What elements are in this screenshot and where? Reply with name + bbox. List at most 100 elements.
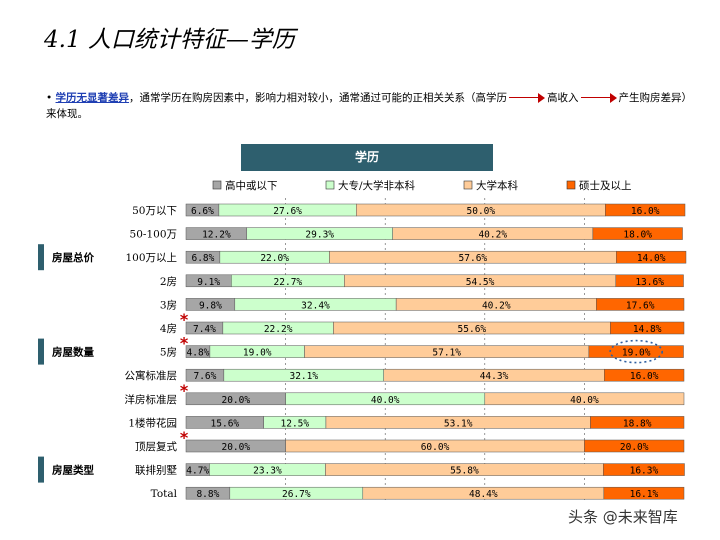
bar-segment (588, 345, 684, 358)
group-marker (38, 338, 44, 365)
data-label: 53.1% (444, 418, 473, 429)
data-label: 17.6% (626, 300, 655, 311)
category-label: Total (151, 488, 178, 500)
bar-segment (603, 463, 685, 476)
data-label: 29.3% (305, 230, 334, 241)
highlight-circle (609, 339, 663, 364)
arrow-right-icon (509, 93, 546, 103)
bar-segment (592, 227, 683, 240)
data-label: 55.8% (450, 466, 479, 477)
category-label: 50万以下 (132, 205, 177, 217)
group-label: 房屋总价 (52, 251, 94, 264)
star-icon: * (180, 428, 189, 447)
bar-segment (605, 203, 686, 217)
arrow-right-icon (580, 93, 617, 103)
legend-swatch (325, 180, 335, 190)
bar-segment (603, 486, 685, 500)
data-label: 26.7% (282, 489, 311, 500)
bar-segment (615, 274, 684, 288)
group-marker (38, 456, 44, 483)
legend-label: 高中或以下 (225, 179, 278, 192)
note-text-3: 产生购房差异）来体现。 (46, 92, 693, 120)
data-label: 22.0% (260, 253, 289, 264)
star-icon: * (180, 310, 189, 329)
category-label: 100万以上 (125, 252, 177, 264)
note-text-1: ，通常学历在购房因素中，影响力相对较小，通常通过可能的正相关关系（高学历 (129, 92, 508, 104)
category-label: 4房 (160, 322, 177, 335)
category-label: 洋房标准层 (125, 393, 178, 406)
data-label: 48.4% (469, 489, 498, 500)
data-label: 54.5% (466, 277, 495, 288)
data-label: 6.6% (191, 206, 214, 217)
page-title: 4.1 人口统计特征—学历 (44, 27, 295, 53)
category-label: 1楼带花园 (128, 416, 177, 429)
category-label: 5房 (160, 346, 177, 359)
bar-segment (610, 321, 685, 335)
data-label: 6.8% (191, 253, 214, 264)
data-label: 4.8% (187, 348, 210, 359)
data-label: 22.7% (274, 277, 303, 288)
data-label: 16.3% (630, 466, 659, 477)
bar-segment (604, 368, 685, 382)
data-label: 57.1% (432, 348, 461, 359)
data-label: 14.8% (633, 324, 662, 335)
star-icon: * (180, 381, 189, 400)
legend-swatch (463, 180, 473, 190)
note-highlight: 学历无显著差异 (55, 92, 130, 104)
data-label: 9.8% (199, 300, 222, 311)
data-label: 22.2% (264, 324, 293, 335)
data-label: 40.2% (478, 230, 507, 241)
data-label: 60.0% (421, 442, 450, 453)
data-label: 15.6% (211, 418, 240, 429)
data-label: 20.0% (221, 395, 250, 406)
data-label: 12.5% (281, 418, 310, 429)
category-label: 2房 (160, 275, 177, 288)
legend-label: 大学本科 (476, 179, 518, 192)
data-label: 55.6% (458, 324, 487, 335)
data-label: 40.0% (570, 395, 599, 406)
data-label: 4.7% (186, 466, 209, 477)
data-label: 50.0% (467, 206, 496, 217)
data-label: 44.3% (480, 371, 509, 382)
data-label: 16.0% (630, 371, 659, 382)
group-marker (38, 244, 44, 271)
group-label: 房屋数量 (52, 346, 94, 359)
bar-segment (484, 392, 685, 406)
bar-segment (590, 416, 685, 429)
note-bullet: • (46, 92, 56, 104)
legend-swatch (212, 180, 222, 190)
bar-segment (584, 439, 685, 453)
data-label: 18.8% (623, 418, 652, 429)
data-label: 16.1% (630, 489, 659, 500)
data-label: 7.6% (193, 371, 216, 382)
category-label: 50-100万 (130, 229, 177, 241)
note-text-2: 高收入 (547, 92, 579, 104)
data-label: 19.0% (243, 348, 272, 359)
data-label: 32.1% (289, 371, 318, 382)
data-label: 8.8% (196, 489, 219, 500)
legend-label: 硕士及以上 (579, 179, 632, 192)
watermark-text: 头条 @未来智库 (568, 508, 678, 526)
bar-segment (616, 250, 687, 264)
legend-label: 大专/大学非本科 (338, 179, 416, 192)
data-label: 13.6% (635, 277, 664, 288)
data-label: 27.6% (273, 206, 302, 217)
data-label: 18.0% (623, 230, 652, 241)
data-label: 23.3% (253, 466, 282, 477)
data-label: 20.0% (620, 442, 649, 453)
data-label: 9.1% (197, 277, 220, 288)
legend-swatch (566, 180, 576, 190)
data-label: 40.2% (482, 300, 511, 311)
data-label: 40.0% (371, 395, 400, 406)
data-label: 20.0% (221, 442, 250, 453)
category-label: 联排别墅 (135, 464, 177, 477)
category-label: 顶层复式 (135, 440, 177, 453)
category-label: 公寓标准层 (125, 369, 178, 382)
data-label: 12.2% (202, 230, 231, 241)
category-label: 3房 (160, 298, 177, 311)
data-label: 16.0% (631, 206, 660, 217)
data-label: 57.6% (459, 253, 488, 264)
summary-note: • 学历无显著差异，通常学历在购房因素中，影响力相对较小，通常通过可能的正相关关… (46, 90, 696, 122)
data-label: 32.4% (301, 300, 330, 311)
